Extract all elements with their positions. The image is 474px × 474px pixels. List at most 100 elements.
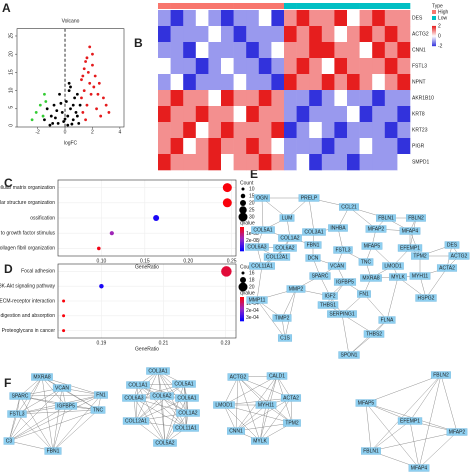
node-label: TIMP2 — [275, 316, 290, 322]
node-box — [146, 367, 170, 375]
node: MFAP4 — [408, 464, 430, 472]
heat-cell — [170, 106, 184, 123]
group-bar — [258, 3, 272, 9]
panel-label: F — [4, 376, 11, 390]
point — [67, 81, 71, 85]
colorbar-step — [240, 230, 244, 232]
point — [55, 109, 59, 113]
heat-cell — [221, 122, 234, 139]
node: SPARC — [9, 392, 31, 400]
point — [75, 114, 79, 118]
heat-cell — [195, 10, 209, 27]
legend-label: 20 — [249, 284, 255, 290]
heat-cell — [221, 138, 234, 155]
y-tick-label: 10 — [8, 87, 14, 93]
node-box — [328, 224, 348, 232]
node-label: COL5A1 — [253, 228, 272, 234]
row-label: DES — [412, 15, 423, 21]
node-label: SERPING1 — [329, 312, 355, 318]
node-box — [415, 294, 437, 302]
edge — [284, 288, 297, 339]
node-label: VCAN — [330, 264, 344, 270]
node: CALD1 — [266, 372, 288, 380]
node: FN1 — [94, 391, 108, 399]
node-label: COL11A1 — [175, 426, 197, 432]
edge — [52, 387, 63, 452]
x-tick-label: 0.15 — [140, 258, 150, 264]
node-label: DCN — [308, 256, 319, 262]
legend-dot — [238, 212, 248, 222]
heat-cell — [258, 26, 272, 43]
heat-cell — [246, 106, 260, 123]
node-label: COL11A1 — [251, 264, 273, 270]
point — [41, 114, 45, 118]
heat-cell — [158, 90, 171, 107]
point — [66, 114, 70, 118]
node: THBS2 — [363, 330, 385, 338]
heat-cell — [246, 74, 260, 91]
node: TIMP2 — [272, 314, 292, 322]
plot-frame — [57, 179, 237, 257]
point — [60, 111, 64, 114]
node: MFAP4 — [399, 227, 421, 235]
node-box — [277, 334, 293, 342]
heat-cell — [372, 154, 386, 171]
legend-dot — [240, 277, 246, 283]
y-tick-label: 20 — [8, 51, 14, 57]
edge — [161, 395, 166, 444]
heat-cell — [372, 90, 386, 107]
edge — [16, 387, 63, 415]
edge — [19, 395, 54, 452]
node-label: LMOD1 — [215, 403, 232, 409]
edge — [183, 383, 187, 429]
edge — [61, 387, 99, 411]
point — [86, 70, 90, 74]
node-label: THBS1 — [320, 303, 336, 309]
point — [70, 122, 74, 126]
heat-cell — [221, 42, 234, 59]
legend-dot — [239, 206, 247, 214]
point — [78, 103, 82, 107]
colorbar-label: 2e-08 — [246, 238, 259, 244]
legend-dot — [238, 282, 248, 292]
node: SERPING1 — [327, 310, 357, 318]
dot — [221, 266, 232, 277]
group-bar — [321, 3, 335, 9]
edge — [8, 394, 102, 442]
panel-label: C — [4, 176, 13, 190]
node-box — [9, 392, 31, 400]
edge — [365, 374, 442, 404]
node-box — [3, 437, 15, 445]
heat-cell — [233, 154, 247, 171]
heat-cell — [321, 10, 335, 27]
heat-cell — [372, 138, 386, 155]
legend-label: 25 — [249, 207, 255, 213]
legend-label: 30 — [249, 214, 255, 220]
x-axis-label: logFC — [64, 140, 78, 146]
heat-cell — [195, 74, 209, 91]
point — [80, 96, 83, 100]
edge — [137, 384, 187, 429]
point — [34, 111, 38, 114]
group-bar — [170, 3, 184, 9]
legend-title: Type — [432, 3, 443, 9]
colorbar-step — [432, 30, 436, 33]
heat-cell — [221, 26, 234, 43]
heat-cell — [284, 122, 297, 139]
heat-cell — [296, 138, 310, 155]
edge — [135, 383, 185, 422]
point — [81, 74, 85, 78]
point — [92, 85, 96, 89]
node-box — [94, 391, 108, 399]
heat-cell — [170, 122, 184, 139]
heat-cell — [384, 106, 398, 123]
legend-label: High — [438, 9, 449, 15]
node-label: COL5A1 — [174, 382, 193, 388]
point — [85, 103, 89, 107]
point — [91, 63, 94, 67]
heat-cell — [372, 74, 386, 91]
colorbar-step — [240, 242, 244, 244]
heat-cell — [384, 74, 398, 91]
colorbar-step — [432, 41, 436, 44]
heat-cell — [195, 26, 209, 43]
